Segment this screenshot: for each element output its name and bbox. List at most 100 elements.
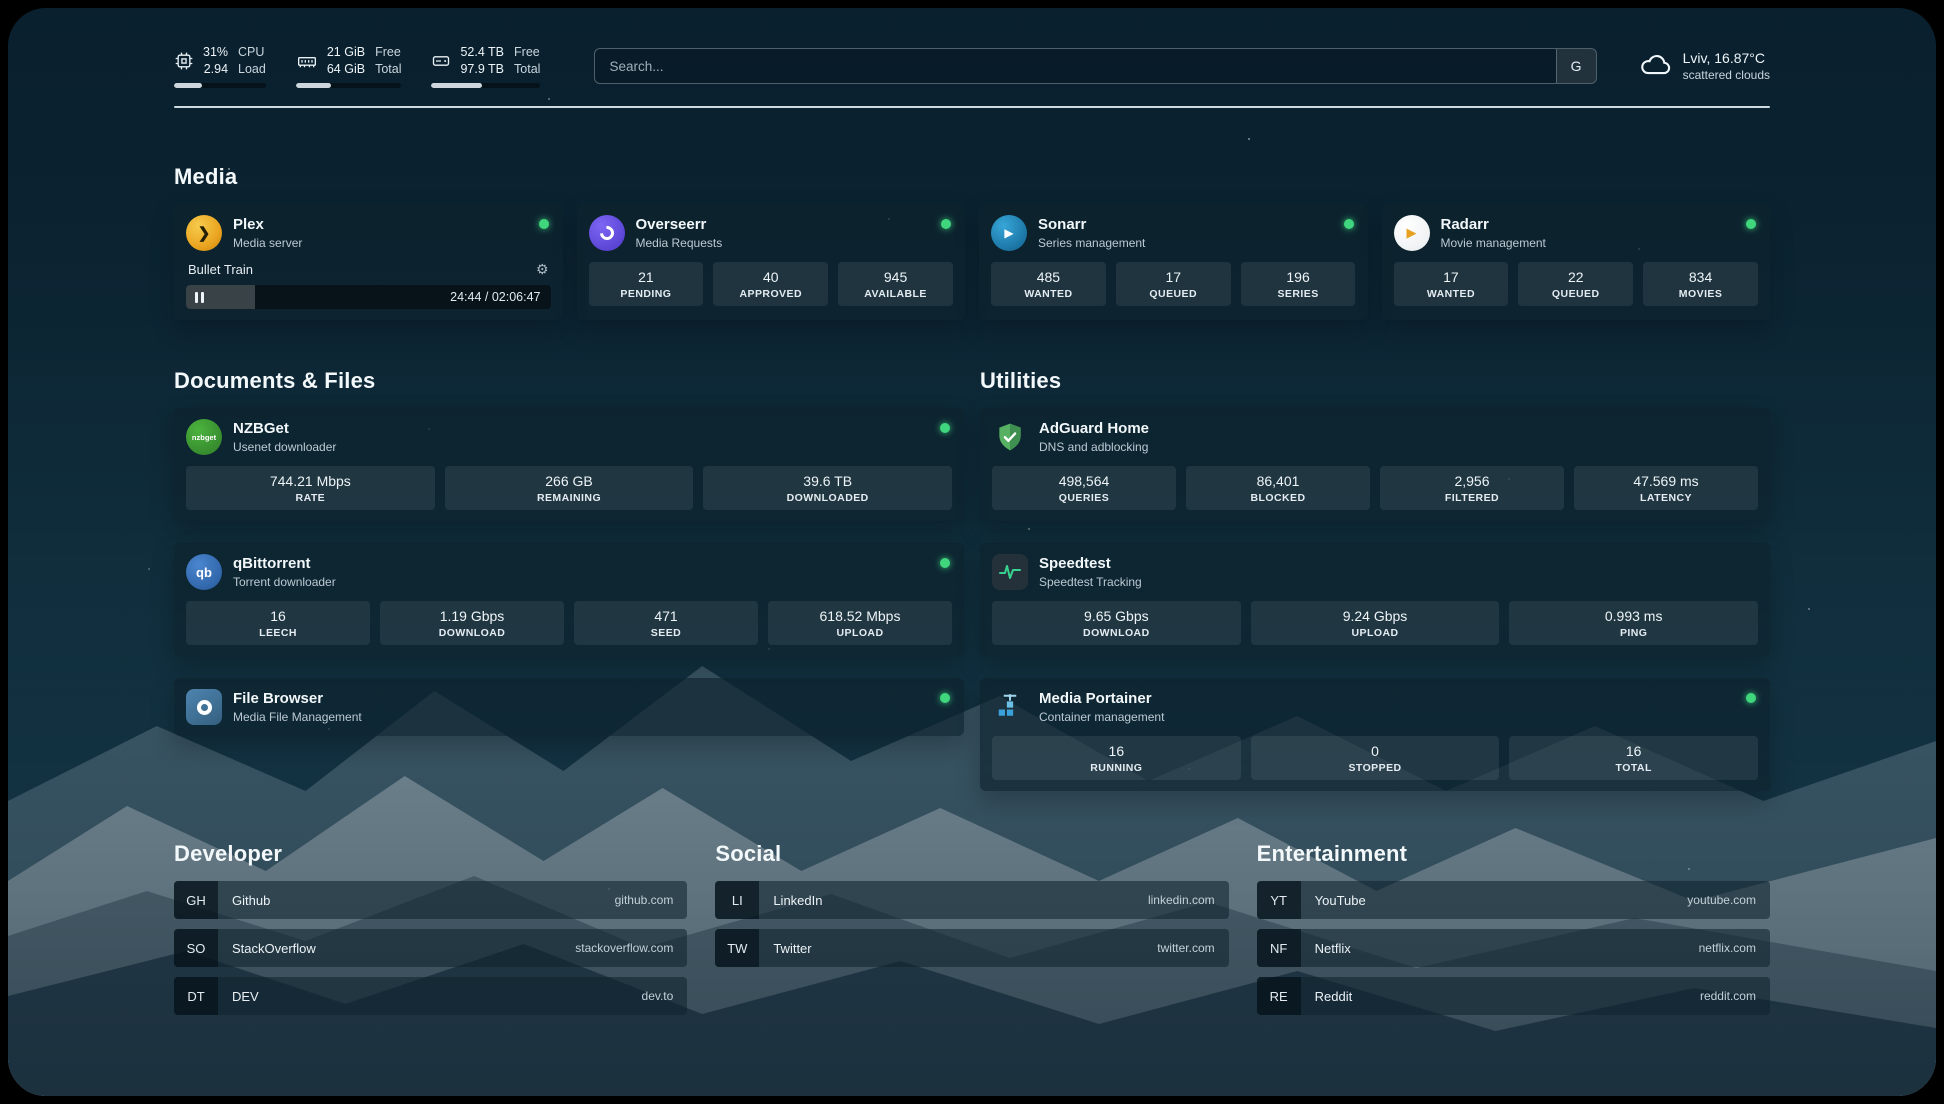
bookmark-url: github.com <box>614 893 674 907</box>
playback-progress-bar[interactable]: 24:44 / 02:06:47 <box>186 285 551 309</box>
bookmark-twitter[interactable]: TW Twitter twitter.com <box>715 929 1229 967</box>
ram-free-label: Free <box>375 45 401 60</box>
stat-box: 266 GB REMAINING <box>444 466 694 510</box>
bookmark-name: Github <box>232 892 271 908</box>
cloud-icon <box>1639 50 1673 83</box>
stat-box: 16 TOTAL <box>1509 736 1759 780</box>
media-grid: ❯ Plex Media server Bullet Train ⚙ 24:44… <box>174 204 1770 320</box>
bookmark-abbr: GH <box>174 881 218 919</box>
cpu-usage-value: 31% <box>203 45 229 60</box>
service-subtitle: Usenet downloader <box>233 440 337 454</box>
service-card-adguard[interactable]: AdGuard Home DNS and adblocking 498,564 Q… <box>980 408 1770 521</box>
stat-box: 39.6 TB DOWNLOADED <box>703 466 953 510</box>
service-name: Sonarr <box>1038 216 1087 233</box>
service-subtitle: Media Requests <box>635 236 723 250</box>
status-dot <box>1746 693 1756 703</box>
service-name: NZBGet <box>233 420 289 437</box>
service-card-portainer[interactable]: Media Portainer Container management 16 R… <box>980 678 1770 791</box>
bookmark-linkedin[interactable]: LI LinkedIn linkedin.com <box>715 881 1229 919</box>
section-title-documents: Documents & Files <box>174 368 376 393</box>
bookmark-name: Reddit <box>1314 988 1353 1004</box>
stat-box: 16 LEECH <box>186 601 370 645</box>
status-dot <box>940 693 950 703</box>
radarr-icon: ▶ <box>1393 215 1430 251</box>
search-engine-button[interactable]: G <box>1555 49 1596 83</box>
service-subtitle: DNS and adblocking <box>1039 440 1149 454</box>
stat-box: 16 RUNNING <box>992 736 1241 780</box>
stat-box: 471 SEED <box>574 601 758 645</box>
service-card-plex[interactable]: ❯ Plex Media server Bullet Train ⚙ 24:44… <box>174 204 563 320</box>
stat-box: 2,956 FILTERED <box>1380 466 1564 510</box>
bookmark-name: StackOverflow <box>232 940 316 956</box>
service-card-speedtest[interactable]: Speedtest Speedtest Tracking 9.65 Gbps DO… <box>980 543 1770 656</box>
ram-metric: 21 GiB 64 GiB Free Total <box>295 44 402 88</box>
bookmark-reddit[interactable]: RE Reddit reddit.com <box>1256 977 1770 1015</box>
service-card-sonarr[interactable]: ▶ Sonarr Series management 485 WANTED 17 Q… <box>979 204 1368 320</box>
bookmark-url: youtube.com <box>1687 893 1756 907</box>
stat-box: 834 MOVIES <box>1643 262 1758 306</box>
stat-box: 17 WANTED <box>1393 262 1509 306</box>
service-name: Radarr <box>1440 216 1489 233</box>
search-input[interactable] <box>594 48 1597 84</box>
status-dot <box>1343 219 1354 229</box>
service-card-radarr[interactable]: ▶ Radarr Movie management 17 WANTED 22 QUE… <box>1381 204 1770 320</box>
weather-widget[interactable]: Lviv, 16.87°C scattered clouds <box>1639 50 1770 83</box>
disk-metric: 52.4 TB 97.9 TB Free Total <box>431 44 541 88</box>
bookmark-stackoverflow[interactable]: SO StackOverflow stackoverflow.com <box>174 929 688 967</box>
disk-total-value: 97.9 TB <box>460 62 505 76</box>
cpu-usage-label: CPU <box>238 45 265 60</box>
bookmark-abbr: LI <box>715 881 760 919</box>
stat-box: 0 STOPPED <box>1250 736 1500 780</box>
top-bar: 31% 2.94 CPU Load 21 GiB 64 GiB Free Total <box>174 36 1770 96</box>
bookmark-youtube[interactable]: YT YouTube youtube.com <box>1256 881 1770 919</box>
ram-progress-bar <box>295 82 402 88</box>
section-title-social: Social <box>715 841 782 866</box>
stat-box: 9.24 Gbps UPLOAD <box>1250 601 1500 645</box>
service-subtitle: Torrent downloader <box>233 575 336 589</box>
bookmark-netflix[interactable]: NF Netflix netflix.com <box>1256 929 1770 967</box>
bookmark-abbr: RE <box>1256 977 1301 1015</box>
stat-box: 945 AVAILABLE <box>838 262 953 306</box>
stat-box: 22 QUEUED <box>1518 262 1634 306</box>
section-title-entertainment: Entertainment <box>1256 841 1408 866</box>
search-bar: G <box>594 48 1597 84</box>
service-name: Media Portainer <box>1039 690 1152 707</box>
stat-box: 1.19 Gbps DOWNLOAD <box>380 601 564 645</box>
gear-icon[interactable]: ⚙ <box>535 261 549 277</box>
bookmark-abbr: SO <box>174 929 218 967</box>
cpu-progress-bar <box>174 82 266 88</box>
service-name: Plex <box>233 216 264 233</box>
service-card-filebrowser[interactable]: File Browser Media File Management <box>174 678 964 736</box>
bookmark-dev[interactable]: DT DEV dev.to <box>174 977 688 1015</box>
service-subtitle: Media server <box>233 236 303 250</box>
ram-icon <box>296 51 318 71</box>
ram-free-value: 21 GiB <box>326 45 366 60</box>
status-dot <box>941 219 951 229</box>
stat-box: 47.569 ms LATENCY <box>1574 466 1758 510</box>
service-name: Speedtest <box>1039 555 1111 572</box>
disk-total-label: Total <box>514 62 541 76</box>
speedtest-icon <box>992 554 1028 590</box>
disk-free-label: Free <box>514 45 540 60</box>
pause-icon[interactable] <box>195 291 204 303</box>
bookmark-name: Netflix <box>1314 940 1351 956</box>
weather-location-temp: Lviv, 16.87°C <box>1682 50 1765 66</box>
bookmark-group-social: Social LI LinkedIn linkedin.com TW Twitt… <box>715 791 1229 967</box>
status-dot <box>1746 219 1756 229</box>
now-playing-title: Bullet Train <box>188 262 254 277</box>
stat-box: 744.21 Mbps RATE <box>186 466 435 510</box>
qbittorrent-icon: qb <box>186 554 222 590</box>
bookmark-abbr: DT <box>174 977 218 1015</box>
service-card-qbittorrent[interactable]: qb qBittorrent Torrent downloader 16 LEEC… <box>174 543 964 656</box>
bookmark-github[interactable]: GH Github github.com <box>174 881 688 919</box>
stat-box: 9.65 Gbps DOWNLOAD <box>992 601 1241 645</box>
section-title-developer: Developer <box>174 841 283 866</box>
bookmark-name: DEV <box>232 988 259 1004</box>
service-card-nzbget[interactable]: nzbget NZBGet Usenet downloader 744.21 M… <box>174 408 964 521</box>
disk-free-value: 52.4 TB <box>460 45 505 60</box>
section-title-utilities: Utilities <box>980 368 1062 393</box>
service-name: Overseerr <box>635 216 707 233</box>
cpu-load-value: 2.94 <box>203 62 229 76</box>
playback-time: 24:44 / 02:06:47 <box>450 290 541 304</box>
service-card-overseerr[interactable]: Overseerr Media Requests 21 PENDING 40 APP… <box>576 204 965 320</box>
